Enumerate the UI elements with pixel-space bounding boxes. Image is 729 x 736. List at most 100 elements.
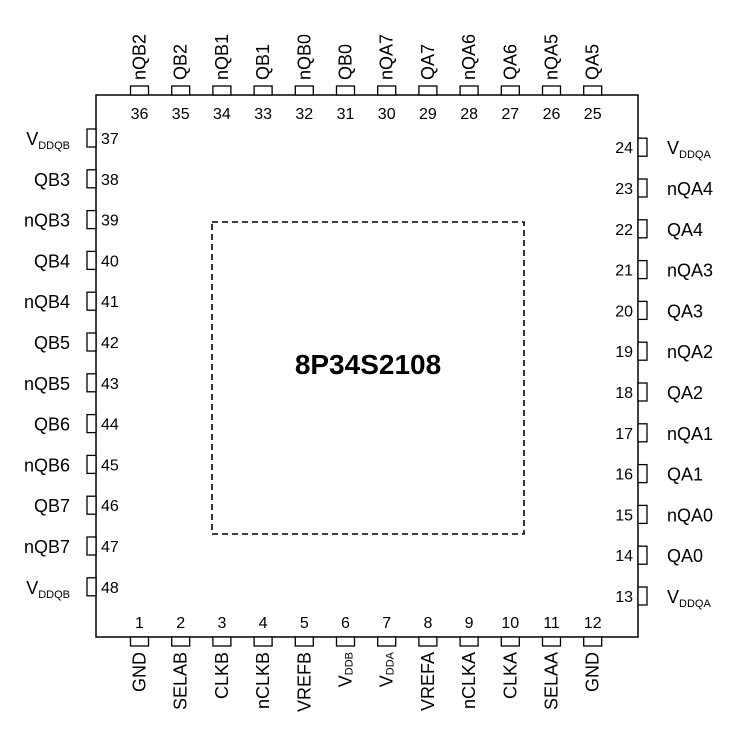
pin-label: VDDB: [336, 652, 356, 687]
pins-group: 1 GND 2 SELAB 3 CLKB 4 nCLKB 5 VREFB 6 VDDB 7 VDDA 8 VR…: [24, 34, 713, 712]
pin-pad: [86, 250, 97, 271]
chip-package: [95, 94, 639, 638]
pin-42: 42 QB5: [34, 332, 119, 353]
pin-pad: [500, 636, 520, 647]
pin-28: 28 nQA6: [459, 34, 479, 123]
pin-pad: [637, 382, 648, 402]
pin-number: 38: [101, 172, 119, 189]
pin-number: 47: [101, 539, 119, 556]
pin-pad: [377, 636, 397, 647]
pin-26: 26 nQA5: [542, 34, 562, 123]
pin-number: 19: [615, 344, 633, 361]
pin-30: 30 nQA7: [377, 34, 397, 123]
pin-label: nQA0: [667, 505, 713, 525]
pin-number: 18: [615, 385, 633, 402]
pin-48: 48 VDDQB: [26, 577, 119, 601]
pin-24: 24 VDDQA: [615, 137, 711, 161]
pin-29: 29 QA7: [418, 44, 438, 123]
pin-15: 15 nQA0: [615, 504, 713, 525]
pin-label: VDDQA: [667, 587, 711, 610]
pin-pad: [500, 85, 520, 96]
pin-number: 5: [300, 615, 309, 632]
pin-number: 7: [382, 615, 391, 632]
part-number: 8P34S2108: [295, 349, 441, 380]
pin-pad: [171, 636, 191, 647]
pin-6: 6 VDDB: [336, 615, 356, 687]
pin-16: 16 QA1: [615, 463, 703, 485]
pin-label: QB4: [34, 251, 70, 271]
pin-label: QA3: [667, 301, 703, 321]
pin-label: nQB7: [24, 537, 70, 557]
pin-label: QA6: [500, 44, 520, 80]
pin-pad: [253, 636, 273, 647]
pin-17: 17 nQA1: [615, 423, 713, 444]
pin-label: nQB4: [24, 292, 70, 312]
pin-label: QA5: [583, 44, 603, 80]
pin-27: 27 QA6: [500, 44, 520, 123]
pin-number: 16: [615, 467, 633, 484]
pin-number: 12: [584, 615, 602, 632]
pin-37: 37 VDDQB: [26, 128, 119, 152]
pin-number: 13: [615, 589, 633, 606]
pin-pad: [86, 209, 97, 230]
pin-pad: [129, 636, 150, 647]
pin-number: 11: [543, 615, 560, 632]
pin-label: nQA4: [667, 179, 713, 199]
pin-pad: [294, 636, 314, 647]
pin-21: 21 nQA3: [615, 259, 713, 281]
pin-label: CLKA: [500, 652, 520, 699]
pin-pad: [459, 636, 479, 647]
pin-label: nQA2: [667, 342, 713, 362]
pin-pad: [637, 504, 648, 525]
pin-label: VDDQB: [26, 578, 70, 601]
pin-pad: [129, 85, 150, 96]
pin-pad: [86, 413, 97, 434]
pin-label: nQB0: [294, 34, 314, 80]
pin-number: 15: [615, 507, 633, 524]
pin-pad: [459, 85, 479, 96]
pin-label: nQA1: [667, 424, 713, 444]
pin-pad: [171, 85, 191, 96]
pin-11: 11 SELAA: [542, 615, 562, 710]
pin-label: nQA3: [667, 261, 713, 281]
pin-number: 10: [501, 615, 519, 632]
pin-label: QB7: [34, 496, 70, 516]
pin-pad: [253, 85, 273, 96]
pin-number: 1: [135, 615, 144, 632]
pin-pad: [86, 373, 97, 393]
pin-44: 44 QB6: [34, 413, 119, 435]
pin-label: nQB2: [130, 34, 150, 80]
pin-3: 3 CLKB: [212, 615, 232, 699]
pin-number: 17: [615, 426, 633, 443]
pin-number: 31: [337, 106, 355, 123]
pin-number: 20: [615, 303, 633, 320]
pin-number: 44: [101, 417, 119, 434]
pin-label: QA2: [667, 383, 703, 403]
pin-45: 45 nQB6: [24, 454, 119, 475]
pin-number: 23: [615, 181, 633, 198]
pin-label: QB6: [34, 415, 70, 435]
pin-pad: [637, 259, 648, 280]
pin-number: 6: [341, 615, 350, 632]
pin-9: 9 nCLKA: [459, 615, 479, 709]
pin-label: SELAA: [542, 652, 562, 710]
pin-label: QA4: [667, 220, 703, 240]
pin-pad: [86, 169, 97, 189]
pin-number: 37: [101, 131, 119, 148]
pin-label: nQB5: [24, 374, 70, 394]
pin-pad: [294, 85, 314, 96]
pin-pad: [86, 577, 97, 597]
pin-label: QA1: [667, 465, 703, 485]
pin-pad: [335, 85, 356, 96]
pin-pad: [86, 536, 97, 556]
pin-label: nCLKA: [459, 652, 479, 709]
pin-label: nQA6: [459, 34, 479, 80]
pin-pad: [377, 85, 397, 96]
pin-pad: [541, 636, 562, 647]
pin-pad: [637, 219, 648, 239]
pin-pad: [541, 85, 562, 96]
pin-13: 13 VDDQA: [615, 586, 711, 610]
pin-22: 22 QA4: [615, 219, 703, 240]
pin-pad: [86, 128, 97, 148]
pin-pad: [637, 178, 648, 198]
